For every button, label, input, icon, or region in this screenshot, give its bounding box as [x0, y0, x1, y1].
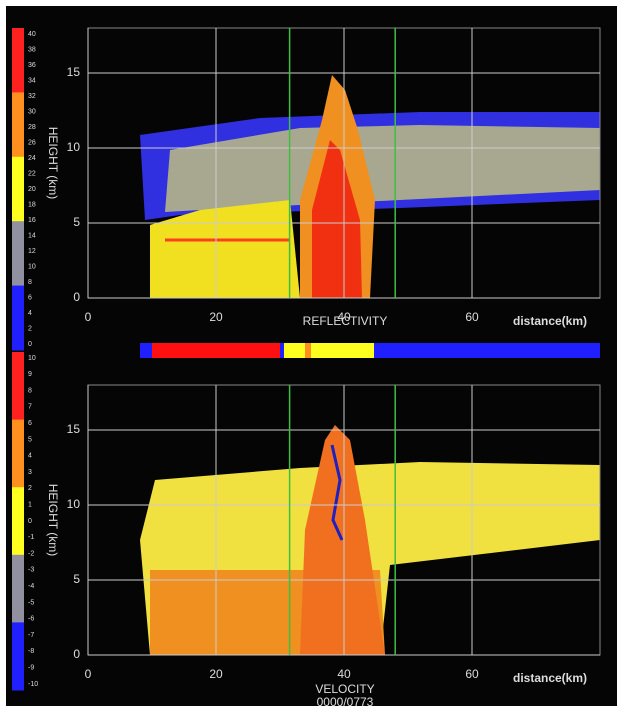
colorbar-tick-label: 16	[28, 217, 36, 224]
colorbar-segment	[12, 622, 24, 690]
panel-subtitle: 0000/0773	[317, 695, 374, 709]
colorbar-tick-label: 32	[28, 93, 36, 100]
colorbar-tick-label: 9	[28, 371, 32, 378]
x-tick-label: 60	[465, 667, 479, 681]
colorbar-tick-label: 10	[28, 355, 36, 362]
colorbar-tick-label: -2	[28, 550, 34, 557]
y-tick-label: 15	[67, 422, 81, 436]
colorbar-segment	[12, 487, 24, 555]
strip-bar	[140, 343, 600, 358]
y-tick-label: 0	[73, 647, 80, 661]
x-tick-label: 0	[85, 667, 92, 681]
y-tick-label: 0	[73, 290, 80, 304]
colorbar-tick-label: 7	[28, 404, 32, 411]
colorbar-tick-label: 14	[28, 232, 36, 239]
x-tick-label: 40	[337, 667, 351, 681]
y-tick-label: 5	[73, 572, 80, 586]
colorbar-tick-label: -7	[28, 632, 34, 639]
x-axis-label: distance(km)	[513, 671, 587, 685]
x-tick-label: 0	[85, 310, 92, 324]
colorbar-tick-label: -9	[28, 665, 34, 672]
y-tick-label: 10	[67, 497, 81, 511]
colorbar-segment	[12, 352, 24, 420]
colorbar-tick-label: 4	[28, 310, 32, 317]
colorbar-tick-label: 22	[28, 170, 36, 177]
colorbar-tick-label: 12	[28, 248, 36, 255]
x-tick-label: 20	[209, 310, 223, 324]
colorbar-segment	[12, 555, 24, 623]
colorbar-segment	[12, 420, 24, 488]
colorbar-tick-label: 38	[28, 46, 36, 53]
y-tick-label: 5	[73, 215, 80, 229]
colorbar-tick-label: 3	[28, 469, 32, 476]
colorbar-tick-label: 24	[28, 155, 36, 162]
colorbar-tick-label: -6	[28, 616, 34, 623]
colorbar-tick-label: 26	[28, 139, 36, 146]
colorbar-tick-label: 2	[28, 325, 32, 332]
colorbar-tick-label: 20	[28, 186, 36, 193]
colorbar-tick-label: 4	[28, 453, 32, 460]
panel-title: REFLECTIVITY	[303, 314, 388, 328]
colorbar-tick-label: 34	[28, 77, 36, 84]
colorbar-tick-label: -1	[28, 534, 34, 541]
y-axis-label: HEIGHT (km)	[46, 127, 60, 199]
colorbar-tick-label: -8	[28, 648, 34, 655]
colorbar-tick-label: -10	[28, 681, 38, 688]
colorbar-tick-label: 0	[28, 518, 32, 525]
colorbar-segment	[12, 157, 24, 222]
colorbar-segment	[12, 286, 24, 351]
colorbar-tick-label: 0	[28, 341, 32, 348]
colorbar-segment	[12, 221, 24, 286]
colorbar-tick-label: -4	[28, 583, 34, 590]
colorbar-tick-label: 28	[28, 124, 36, 131]
x-tick-label: 60	[465, 310, 479, 324]
colorbar-segment	[12, 28, 24, 93]
colorbar-tick-label: 6	[28, 420, 32, 427]
colorbar-tick-label: 36	[28, 62, 36, 69]
colorbar-tick-label: -3	[28, 567, 34, 574]
colorbar-segment	[12, 92, 24, 157]
colorbar-tick-label: 5	[28, 436, 32, 443]
y-axis-label: HEIGHT (km)	[46, 484, 60, 556]
x-tick-label: 20	[209, 667, 223, 681]
colorbar-tick-label: 10	[28, 263, 36, 270]
panel-title: VELOCITY	[315, 682, 374, 696]
x-axis-label: distance(km)	[513, 314, 587, 328]
colorbar-tick-label: -5	[28, 599, 34, 606]
radar-figure: 0204060051015403836343230282624222018161…	[0, 0, 623, 712]
colorbar-tick-label: 40	[28, 31, 36, 38]
colorbar-tick-label: 8	[28, 279, 32, 286]
colorbar-tick-label: 30	[28, 108, 36, 115]
colorbar-tick-label: 8	[28, 387, 32, 394]
y-tick-label: 10	[67, 140, 81, 154]
y-tick-label: 15	[67, 65, 81, 79]
colorbar-tick-label: 2	[28, 485, 32, 492]
colorbar-tick-label: 6	[28, 294, 32, 301]
colorbar-tick-label: 1	[28, 502, 32, 509]
colorbar-tick-label: 18	[28, 201, 36, 208]
